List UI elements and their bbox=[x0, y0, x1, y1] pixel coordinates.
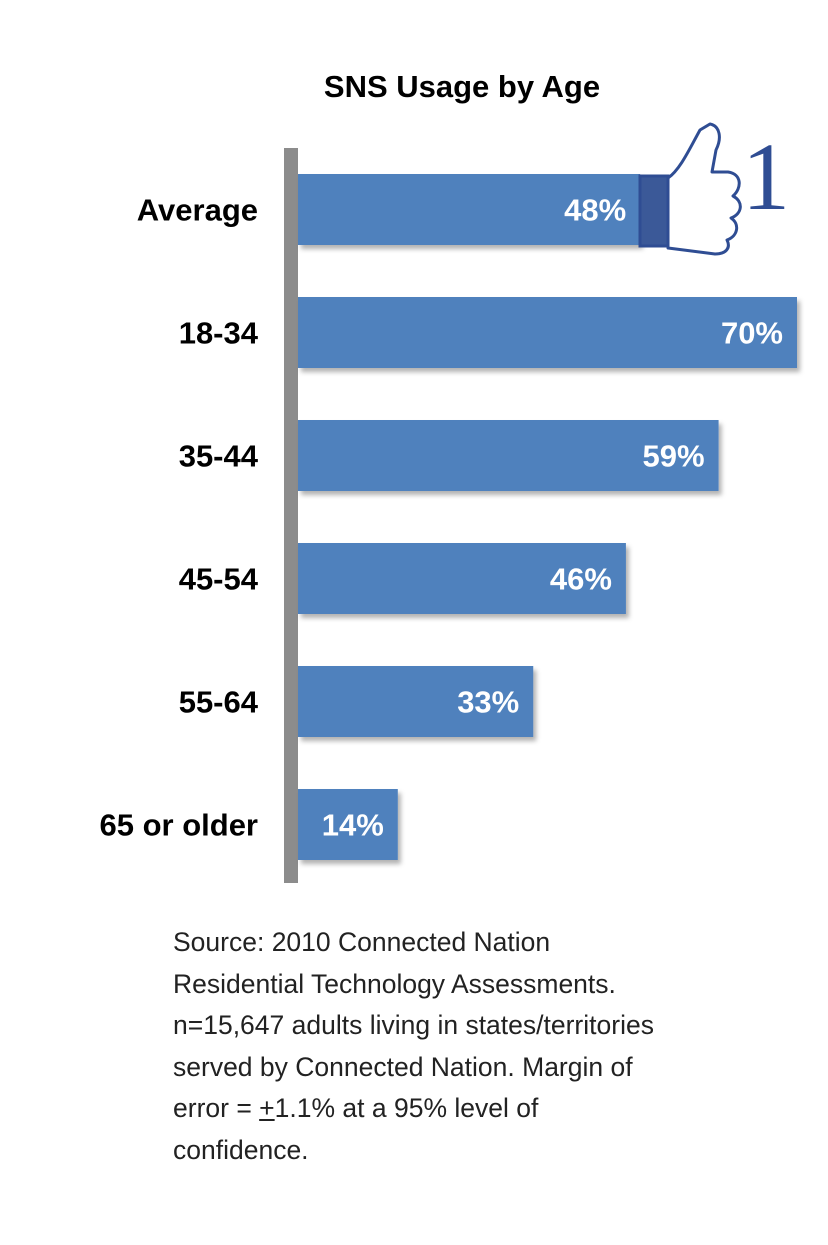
margin-prefix: error = bbox=[173, 1093, 260, 1123]
plus-minus-sign: + bbox=[259, 1093, 275, 1123]
bar-group: Average 48% 18-34 70% 35-44 59% 45-54 46% 55-64 3… bbox=[100, 174, 797, 860]
chart-title: SNS Usage by Age bbox=[324, 69, 600, 104]
value-label: 46% bbox=[550, 562, 612, 597]
thumbs-up-icon: 1 bbox=[638, 122, 790, 256]
margin-rest: 1.1% at a 95% level of bbox=[274, 1093, 539, 1123]
bar-chart: SNS Usage by Age Average 48% 18-34 70% 35-44… bbox=[100, 69, 797, 883]
source-line-6: confidence. bbox=[173, 1134, 309, 1165]
like-count: 1 bbox=[742, 123, 790, 230]
source-line-4: served by Connected Nation. Margin of bbox=[173, 1051, 633, 1082]
bar-35-44 bbox=[298, 420, 719, 491]
category-label: 65 or older bbox=[100, 808, 259, 843]
category-label: 35-44 bbox=[179, 439, 259, 474]
category-label: 18-34 bbox=[179, 316, 259, 351]
bar-18-34 bbox=[298, 297, 797, 368]
source-line-3: n=15,647 adults living in states/territo… bbox=[173, 1010, 654, 1040]
source-line-2: Residential Technology Assessments. bbox=[173, 968, 616, 999]
bar-45-54 bbox=[298, 543, 626, 614]
category-label: 55-64 bbox=[179, 685, 259, 720]
bar-65-or-older bbox=[298, 789, 398, 860]
value-label: 59% bbox=[643, 439, 705, 474]
source-line-5: error = +1.1% at a 95% level of bbox=[173, 1088, 813, 1130]
category-label: 45-54 bbox=[179, 562, 259, 597]
value-label: 48% bbox=[564, 193, 626, 228]
source-note: Source: 2010 Connected Nation Residentia… bbox=[173, 922, 813, 1171]
category-axis-line bbox=[284, 148, 298, 883]
category-label: Average bbox=[137, 193, 258, 228]
bar-average bbox=[298, 174, 641, 245]
value-label: 70% bbox=[721, 316, 783, 351]
value-label: 33% bbox=[457, 685, 519, 720]
source-line-1: Source: 2010 Connected Nation bbox=[173, 927, 551, 957]
bar-55-64 bbox=[298, 666, 534, 737]
value-label: 14% bbox=[322, 808, 384, 843]
